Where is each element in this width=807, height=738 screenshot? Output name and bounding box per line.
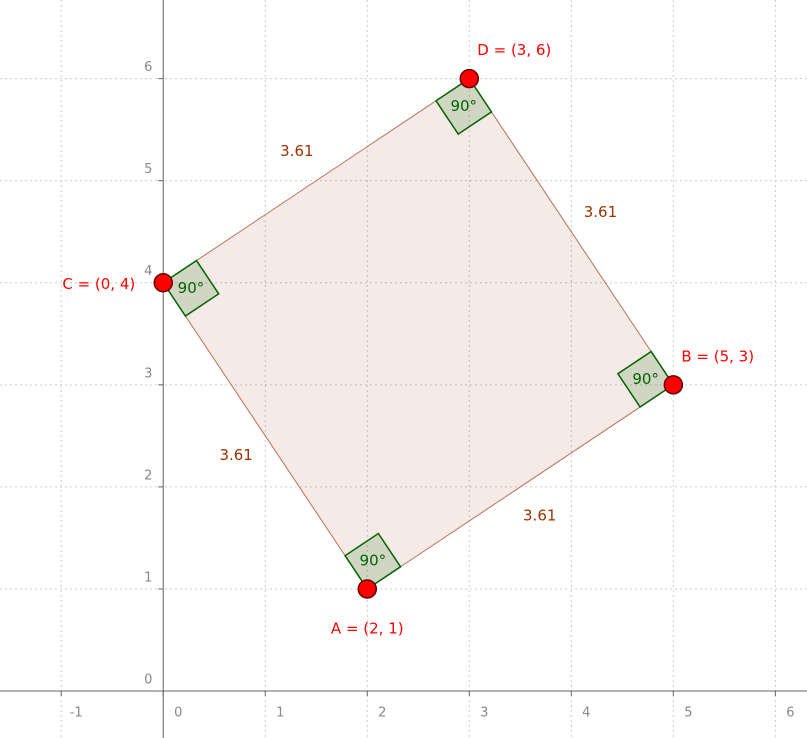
angle-marker — [434, 77, 493, 136]
side-label: 3.61 — [523, 507, 556, 525]
x-tick-label: 0 — [174, 706, 182, 721]
side-label: 3.61 — [280, 142, 313, 160]
x-tick-label: 4 — [582, 706, 590, 721]
point-label: D = (3, 6) — [477, 41, 551, 59]
point-label: C = (0, 4) — [62, 275, 135, 293]
angle-marker — [162, 259, 220, 318]
point-label: A = (2, 1) — [331, 619, 404, 637]
point — [663, 375, 684, 395]
angle-label: 90° — [450, 97, 477, 115]
side-label: 3.61 — [584, 203, 617, 221]
x-tick-label: 5 — [684, 706, 692, 721]
angle-label: 90° — [632, 370, 659, 388]
y-tick-label: 2 — [144, 468, 152, 483]
angle-label: 90° — [178, 279, 205, 297]
y-tick-label: 0 — [144, 673, 152, 688]
angle-marker — [344, 532, 402, 591]
point — [459, 68, 480, 89]
x-tick-label: -1 — [70, 706, 83, 721]
angle-marker — [616, 350, 675, 409]
x-tick-label: 3 — [480, 706, 488, 721]
y-tick-label: 1 — [144, 570, 152, 585]
x-tick-label: 2 — [378, 706, 386, 721]
y-tick-label: 4 — [144, 264, 152, 279]
square-polygon — [162, 77, 675, 590]
point-label: B = (5, 3) — [681, 347, 754, 365]
point — [153, 272, 173, 293]
y-tick-label: 3 — [144, 366, 152, 381]
x-tick-label: 6 — [786, 706, 794, 721]
y-tick-label: 6 — [144, 60, 152, 75]
y-tick-label: 5 — [144, 162, 152, 177]
angle-label: 90° — [360, 552, 387, 570]
side-label: 3.61 — [219, 446, 252, 464]
x-tick-label: 1 — [276, 706, 284, 721]
point — [357, 579, 378, 599]
